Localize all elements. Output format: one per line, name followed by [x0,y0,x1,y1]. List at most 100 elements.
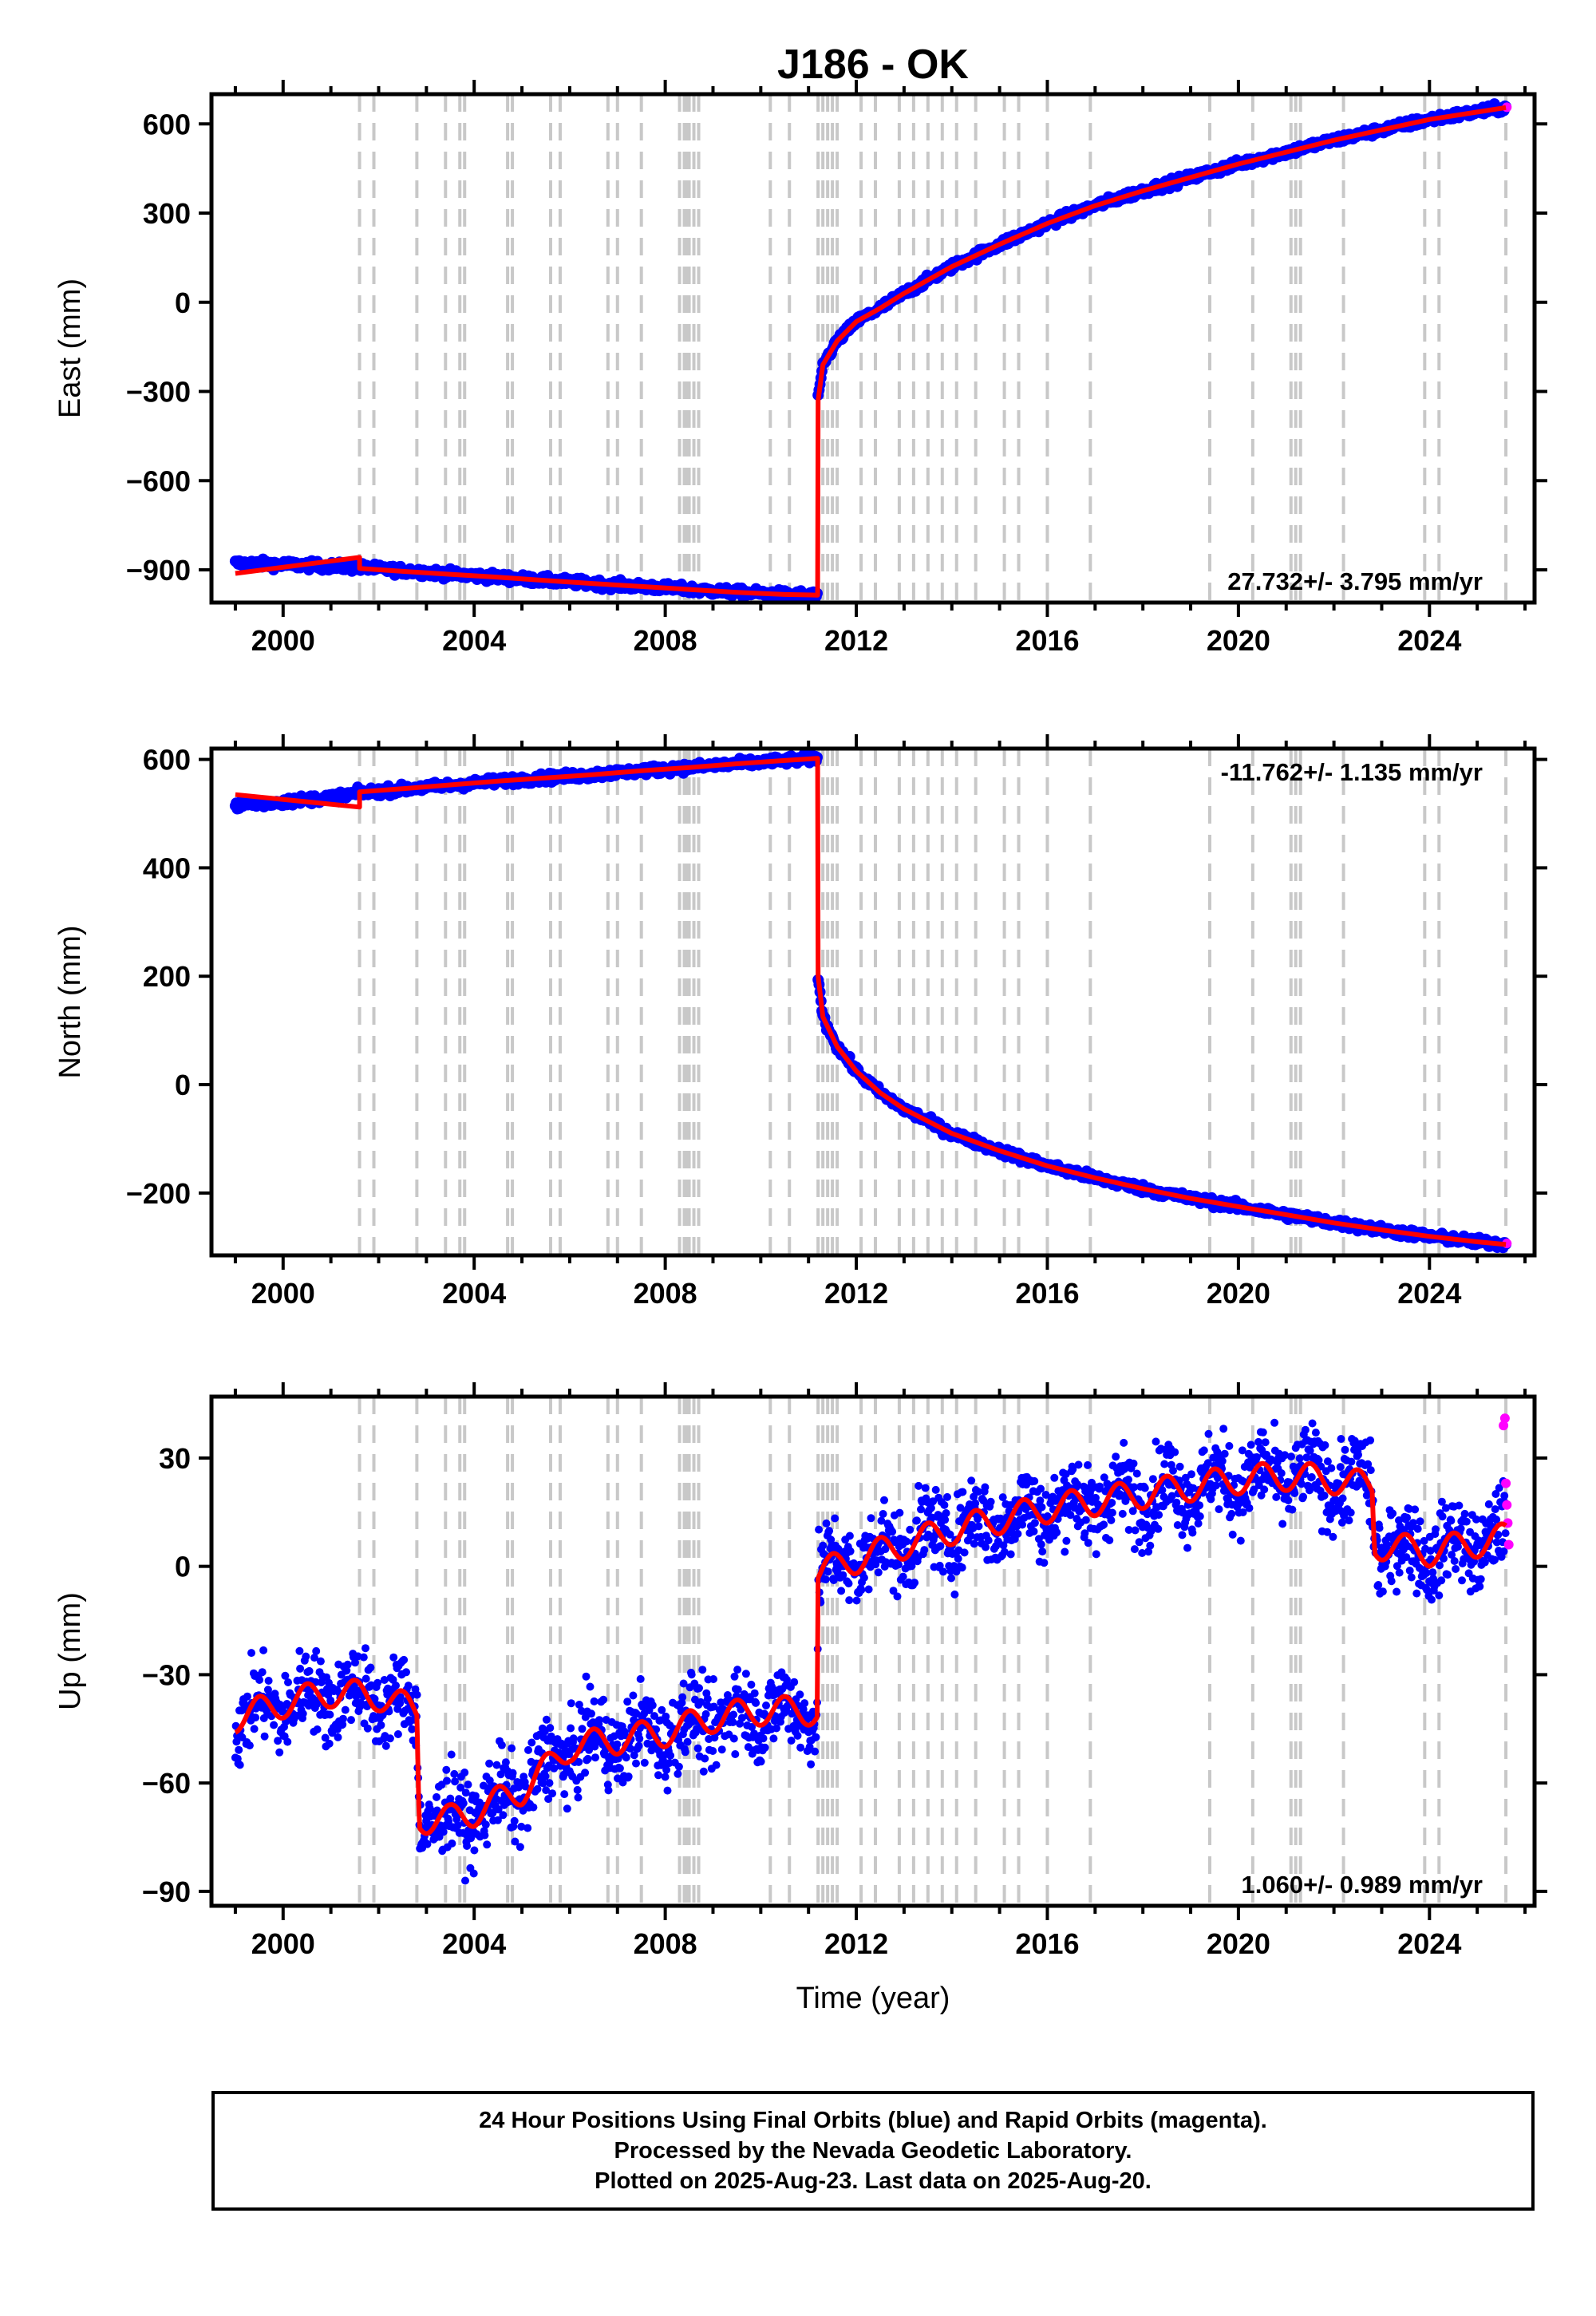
data-point [359,1653,368,1662]
data-point [1354,1450,1362,1459]
data-point [448,1839,456,1848]
data-point [243,1692,251,1701]
x-tick-label: 2008 [634,1277,697,1310]
data-point [567,1699,575,1708]
data-point [986,1497,995,1506]
data-point [1118,1509,1127,1518]
data-point [939,1567,947,1576]
data-point [461,1876,469,1885]
data-point [678,1693,687,1701]
data-point [1154,1524,1163,1533]
data-point [831,1514,839,1523]
data-point [492,1761,501,1769]
model-line-north [235,756,1507,1247]
data-point [654,1771,662,1780]
data-point [1219,1425,1228,1433]
data-point [912,1516,921,1525]
data-point [1245,1504,1254,1512]
data-point [624,1773,633,1780]
data-point [574,1793,583,1802]
data-point [508,1744,516,1753]
data-point [1112,1452,1120,1461]
data-point [1215,1505,1223,1514]
data-point [392,1682,400,1690]
x-tick-label: 2012 [824,624,888,657]
data-point [967,1476,976,1485]
data-point [1175,1462,1184,1471]
data-point [822,1519,831,1528]
data-point [1013,1529,1022,1538]
data-point [235,1745,243,1754]
data-point [623,1697,632,1706]
data-point [960,1548,969,1557]
data-point [1321,1441,1329,1449]
data-point [950,1590,959,1599]
data-point [275,1748,284,1757]
data-point [1037,1540,1045,1549]
data-point [717,1745,726,1754]
data-point [1278,1520,1287,1528]
data-point [709,1675,717,1683]
data-point [523,1824,532,1832]
x-tick-label: 2024 [1397,624,1461,657]
data-point [859,1573,868,1582]
x-tick-label: 2008 [634,624,697,657]
data-point [1173,1521,1182,1529]
data-point [837,1587,846,1595]
data-point [510,1816,519,1825]
data-point [733,1666,742,1674]
data-point [1029,1527,1038,1535]
data-point [1105,1536,1114,1544]
data-point [958,1488,967,1496]
data-point [998,1493,1007,1502]
data-point [1148,1475,1157,1484]
data-point [1100,1520,1108,1529]
data-point [1061,1547,1069,1556]
data-point [747,1680,756,1689]
data-point [548,1789,557,1798]
data-point [750,1689,759,1697]
x-tick-label: 2004 [442,1277,506,1310]
data-point [1187,1470,1195,1479]
data-point [400,1655,409,1664]
data-point [599,1695,608,1704]
data-point [852,1596,861,1605]
data-point [857,1586,866,1595]
data-point [295,1646,304,1655]
data-point [769,1734,778,1743]
data-point [879,1510,887,1518]
data-point [752,1698,760,1707]
event-lines-up [358,1397,1508,1906]
data-point [1092,1550,1100,1559]
data-point [459,1799,468,1808]
data-point [893,1592,902,1601]
data-point [800,1699,809,1708]
data-point [377,1721,385,1729]
data-point [787,1737,796,1745]
data-point [880,1496,888,1504]
rate-annotation-north: -11.762+/- 1.135 mm/yr [1221,758,1483,786]
data-point [760,1743,769,1752]
y-axis-label-east: East (mm) [53,279,87,418]
data-point [699,1767,708,1776]
data-point [899,1572,907,1581]
data-point [915,1481,923,1490]
y-tick-label: 300 [143,197,191,230]
data-point [1171,1448,1179,1456]
data-point [591,1753,599,1762]
data-point [844,1579,853,1588]
data-point [499,1811,508,1820]
data-point [729,1710,738,1719]
data-point [343,1660,352,1669]
data-point [895,1560,903,1569]
data-point [648,1701,657,1709]
data-point [264,1677,273,1685]
data-point [982,1543,990,1551]
data-point [1030,1476,1039,1485]
data-point [569,1734,578,1743]
data-point [1378,1587,1387,1596]
x-tick-label: 2000 [251,1277,315,1310]
data-point [1236,1536,1245,1545]
final-orbit-series-north [229,749,1512,1254]
